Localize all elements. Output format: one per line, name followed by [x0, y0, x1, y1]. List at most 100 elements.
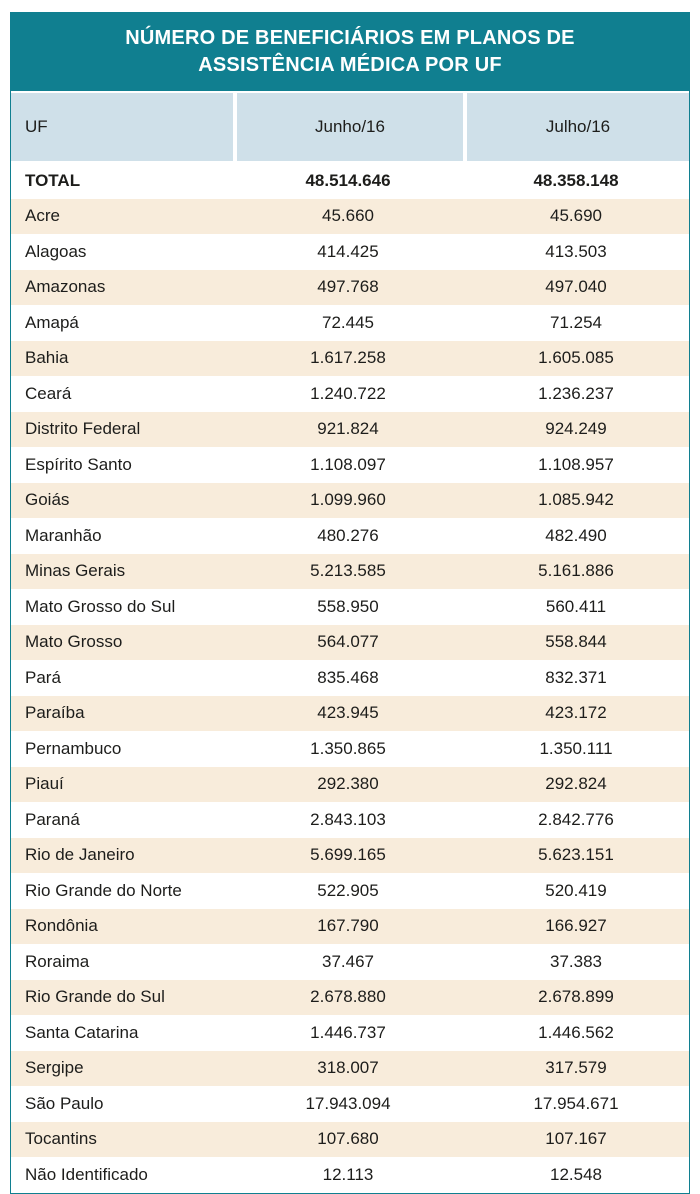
- junho-cell: 72.445: [322, 312, 374, 332]
- uf-cell: Rio de Janeiro: [25, 845, 135, 865]
- uf-cell: Paraíba: [25, 703, 85, 723]
- julho-cell: 1.236.237: [538, 383, 614, 403]
- julho-cell: 12.548: [550, 1164, 602, 1184]
- uf-cell: Amazonas: [25, 277, 106, 297]
- uf-cell: Mato Grosso do Sul: [25, 596, 176, 616]
- julho-cell: 292.824: [545, 774, 607, 794]
- uf-cell: TOTAL: [25, 170, 81, 190]
- junho-cell: 835.468: [317, 667, 379, 687]
- julho-cell: 317.579: [545, 1058, 607, 1078]
- table-row: Mato Grosso 564.077 558.844: [11, 624, 689, 660]
- table-row: Rio Grande do Norte 522.905 520.419: [11, 873, 689, 909]
- table-title: NÚMERO DE BENEFICIÁRIOS EM PLANOS DE ASS…: [11, 13, 689, 91]
- julho-cell: 497.040: [545, 277, 607, 297]
- table-row: Amapá 72.445 71.254: [11, 305, 689, 341]
- junho-cell: 1.446.737: [310, 1022, 386, 1042]
- uf-cell: Amapá: [25, 312, 79, 332]
- uf-cell: Rondônia: [25, 916, 98, 936]
- uf-cell: Minas Gerais: [25, 561, 126, 581]
- julho-cell: 560.411: [545, 596, 607, 616]
- column-header-row: UF Junho/16 Julho/16: [11, 91, 689, 163]
- uf-cell: Paraná: [25, 809, 80, 829]
- junho-cell: 292.380: [317, 774, 379, 794]
- table-row: Roraima 37.467 37.383: [11, 944, 689, 980]
- table-row: Goiás 1.099.960 1.085.942: [11, 482, 689, 518]
- column-header-junho: Junho/16: [233, 93, 463, 161]
- table-row: Rio Grande do Sul 2.678.880 2.678.899: [11, 979, 689, 1015]
- uf-cell: Santa Catarina: [25, 1022, 139, 1042]
- junho-cell: 37.467: [322, 951, 374, 971]
- table-row: Bahia 1.617.258 1.605.085: [11, 340, 689, 376]
- table-row: Rondônia 167.790 166.927: [11, 908, 689, 944]
- uf-cell: Bahia: [25, 348, 69, 368]
- junho-cell: 414.425: [317, 241, 379, 261]
- table-row: Mato Grosso do Sul 558.950 560.411: [11, 589, 689, 625]
- junho-cell: 564.077: [317, 632, 379, 652]
- table-row: Amazonas 497.768 497.040: [11, 269, 689, 305]
- julho-cell: 37.383: [550, 951, 602, 971]
- junho-cell: 522.905: [317, 880, 379, 900]
- julho-cell: 520.419: [545, 880, 607, 900]
- julho-cell: 2.678.899: [538, 987, 614, 1007]
- julho-cell: 48.358.148: [533, 170, 619, 190]
- uf-cell: Sergipe: [25, 1058, 84, 1078]
- julho-cell: 1.350.111: [539, 738, 613, 758]
- junho-cell: 5.213.585: [310, 561, 386, 581]
- uf-cell: Espírito Santo: [25, 454, 132, 474]
- uf-cell: Rio Grande do Sul: [25, 987, 165, 1007]
- uf-cell: Tocantins: [25, 1129, 97, 1149]
- table-row: Sergipe 318.007 317.579: [11, 1050, 689, 1086]
- julho-cell: 5.623.151: [538, 845, 614, 865]
- junho-cell: 1.350.865: [310, 738, 386, 758]
- table-row: Rio de Janeiro 5.699.165 5.623.151: [11, 837, 689, 873]
- table-row: Ceará 1.240.722 1.236.237: [11, 376, 689, 412]
- uf-cell: Pernambuco: [25, 738, 122, 758]
- junho-cell: 318.007: [317, 1058, 379, 1078]
- uf-cell: Ceará: [25, 383, 72, 403]
- julho-cell: 924.249: [545, 419, 607, 439]
- julho-cell: 71.254: [550, 312, 602, 332]
- junho-cell: 17.943.094: [305, 1093, 391, 1113]
- julho-cell: 17.954.671: [533, 1093, 619, 1113]
- column-header-uf: UF: [11, 93, 233, 161]
- table-row: Maranhão 480.276 482.490: [11, 518, 689, 554]
- uf-cell: Pará: [25, 667, 61, 687]
- julho-cell: 2.842.776: [538, 809, 614, 829]
- junho-cell: 2.678.880: [310, 987, 386, 1007]
- uf-cell: Não Identificado: [25, 1164, 148, 1184]
- uf-cell: Rio Grande do Norte: [25, 880, 182, 900]
- julho-cell: 107.167: [545, 1129, 607, 1149]
- table-row: Piauí 292.380 292.824: [11, 766, 689, 802]
- junho-cell: 1.240.722: [310, 383, 386, 403]
- junho-cell: 1.108.097: [310, 454, 386, 474]
- junho-cell: 1.617.258: [310, 348, 386, 368]
- julho-cell: 1.605.085: [538, 348, 614, 368]
- table-row: Pernambuco 1.350.865 1.350.111: [11, 731, 689, 767]
- julho-cell: 1.085.942: [538, 490, 614, 510]
- junho-cell: 423.945: [317, 703, 379, 723]
- table-row: Acre 45.660 45.690: [11, 198, 689, 234]
- uf-cell: Mato Grosso: [25, 632, 123, 652]
- julho-cell: 45.690: [550, 206, 602, 226]
- junho-cell: 5.699.165: [310, 845, 386, 865]
- table-row: Paraíba 423.945 423.172: [11, 695, 689, 731]
- table-body: Acre 45.660 45.690 Alagoas 414.425 413.503 Ama…: [11, 198, 689, 1193]
- table-row: Espírito Santo 1.108.097 1.108.957: [11, 447, 689, 483]
- julho-cell: 1.446.562: [538, 1022, 614, 1042]
- julho-cell: 832.371: [545, 667, 607, 687]
- table-row: Paraná 2.843.103 2.842.776: [11, 802, 689, 838]
- julho-cell: 558.844: [545, 632, 607, 652]
- uf-cell: Piauí: [25, 774, 64, 794]
- junho-cell: 167.790: [317, 916, 379, 936]
- junho-cell: 107.680: [317, 1129, 379, 1149]
- table-row: Alagoas 414.425 413.503: [11, 234, 689, 270]
- column-header-julho: Julho/16: [463, 93, 689, 161]
- table-row: Distrito Federal 921.824 924.249: [11, 411, 689, 447]
- junho-cell: 480.276: [317, 525, 379, 545]
- uf-cell: São Paulo: [25, 1093, 104, 1113]
- julho-cell: 1.108.957: [538, 454, 614, 474]
- table-row: Minas Gerais 5.213.585 5.161.886: [11, 553, 689, 589]
- junho-cell: 921.824: [317, 419, 379, 439]
- uf-cell: Maranhão: [25, 525, 102, 545]
- junho-cell: 497.768: [317, 277, 379, 297]
